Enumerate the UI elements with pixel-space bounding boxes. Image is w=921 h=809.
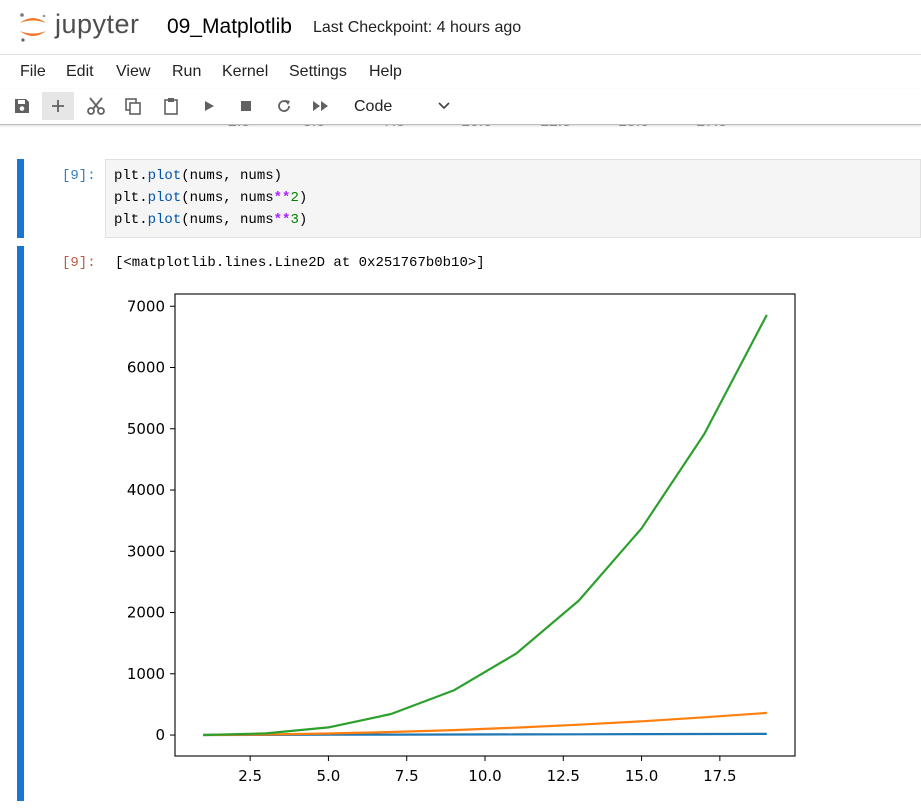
run-icon xyxy=(205,101,214,111)
menu-edit[interactable]: Edit xyxy=(66,63,94,80)
y-tick-label: 7000 xyxy=(127,297,165,315)
stop-button[interactable] xyxy=(230,92,262,120)
y-tick-label: 6000 xyxy=(127,359,165,377)
notebook-title[interactable]: 09_Matplotlib xyxy=(167,15,292,38)
previous-tick-label: 10.0 xyxy=(461,125,492,131)
menu-file[interactable]: File xyxy=(20,63,46,80)
menu-help[interactable]: Help xyxy=(369,63,402,80)
series-line-3 xyxy=(203,314,768,737)
paste-button[interactable] xyxy=(155,92,187,120)
previous-tick-label: 12.5 xyxy=(540,125,571,131)
copy-button[interactable] xyxy=(117,92,149,120)
cut-icon xyxy=(87,97,105,115)
chevron-down-icon xyxy=(438,102,450,110)
code-token: 2 xyxy=(290,190,299,206)
code-token: ** xyxy=(273,212,291,228)
code-line: plt.plot(nums, nums) xyxy=(114,168,282,184)
y-tick-label: 3000 xyxy=(127,542,165,560)
code-token: plot xyxy=(147,168,182,184)
previous-tick-label: 2.5 xyxy=(228,125,250,131)
y-tick-label: 0 xyxy=(155,726,165,744)
paste-icon xyxy=(164,98,178,115)
code-token: plot xyxy=(147,190,182,206)
previous-tick-label: 17.5 xyxy=(696,125,727,131)
series-line-2 xyxy=(203,711,767,737)
menu-run[interactable]: Run xyxy=(172,63,202,80)
code-token: ) xyxy=(298,190,308,206)
code-token: plot xyxy=(147,212,182,228)
checkpoint-status: Last Checkpoint: 4 hours ago xyxy=(313,19,522,36)
x-tick-label: 7.5 xyxy=(395,767,419,785)
x-tick-label: 10.0 xyxy=(468,767,501,785)
cut-button[interactable] xyxy=(80,92,112,120)
code-token: plt. xyxy=(114,212,148,228)
x-tick-label: 17.5 xyxy=(703,767,736,785)
add-cell-icon xyxy=(52,100,64,112)
code-token: (nums, nums xyxy=(181,168,274,184)
code-token: ) xyxy=(273,168,283,184)
y-tick-label: 4000 xyxy=(127,481,165,499)
stop-icon xyxy=(241,101,251,111)
cell-type-label: Code xyxy=(354,98,393,115)
code-editor[interactable]: plt.plot(nums, nums) plt.plot(nums, nums*… xyxy=(105,159,921,238)
previous-tick-label: 7.5 xyxy=(383,125,405,131)
top-header: jupyter 09_Matplotlib Last Checkpoint: 4… xyxy=(0,0,921,55)
restart-icon xyxy=(278,100,290,112)
y-tick-label: 5000 xyxy=(127,420,165,438)
run-button[interactable] xyxy=(193,92,225,120)
x-tick-label: 5.0 xyxy=(317,767,341,785)
input-collapser[interactable] xyxy=(17,159,24,238)
previous-output-remnant: 2.5 5.0 7.5 10.0 12.5 15.0 17.5 xyxy=(0,125,921,131)
output-collapser[interactable] xyxy=(17,246,24,801)
menu-view[interactable]: View xyxy=(116,63,151,80)
notebook-toolbar: Code xyxy=(0,89,921,125)
code-token: plt. xyxy=(114,190,148,206)
save-button[interactable] xyxy=(6,92,38,120)
code-token: ) xyxy=(298,212,308,228)
add-cell-button[interactable] xyxy=(42,92,74,120)
code-line: plt.plot(nums, nums**2) xyxy=(114,190,307,206)
previous-tick-label: 5.0 xyxy=(303,125,325,131)
menu-bar: File Edit View Run Kernel Settings Help xyxy=(0,55,921,89)
copy-icon xyxy=(125,98,141,115)
code-token: (nums, nums xyxy=(181,190,274,206)
code-line: plt.plot(nums, nums**3) xyxy=(114,212,307,228)
jupyter-wordmark: jupyter xyxy=(55,9,140,39)
x-tick-label: 12.5 xyxy=(547,767,580,785)
code-token: ** xyxy=(273,190,291,206)
y-tick-label: 1000 xyxy=(127,665,165,683)
menu-kernel[interactable]: Kernel xyxy=(222,63,269,80)
menu-settings[interactable]: Settings xyxy=(289,63,347,80)
code-token: (nums, nums xyxy=(181,212,274,228)
x-tick-label: 2.5 xyxy=(238,767,262,785)
code-token: plt. xyxy=(114,168,148,184)
previous-tick-label: 15.0 xyxy=(618,125,649,131)
run-all-button[interactable] xyxy=(305,92,337,120)
code-token: 3 xyxy=(290,212,299,228)
y-tick-label: 2000 xyxy=(127,604,165,622)
input-prompt: [9]: xyxy=(62,168,96,184)
restart-button[interactable] xyxy=(268,92,300,120)
line-chart: 2.5 5.0 7.5 10.0 12.5 15.0 17.5 0 1000 2000 3000 40… xyxy=(127,293,796,785)
save-icon xyxy=(15,99,29,113)
plot-frame xyxy=(174,293,796,757)
output-text: [<matplotlib.lines.Line2D at 0x251767b0b… xyxy=(115,255,485,271)
jupyter-logo-icon xyxy=(20,13,46,42)
output-prompt: [9]: xyxy=(62,255,96,271)
cell-type-select[interactable]: Code xyxy=(346,92,458,120)
run-all-icon xyxy=(313,101,328,111)
x-tick-label: 15.0 xyxy=(625,767,658,785)
